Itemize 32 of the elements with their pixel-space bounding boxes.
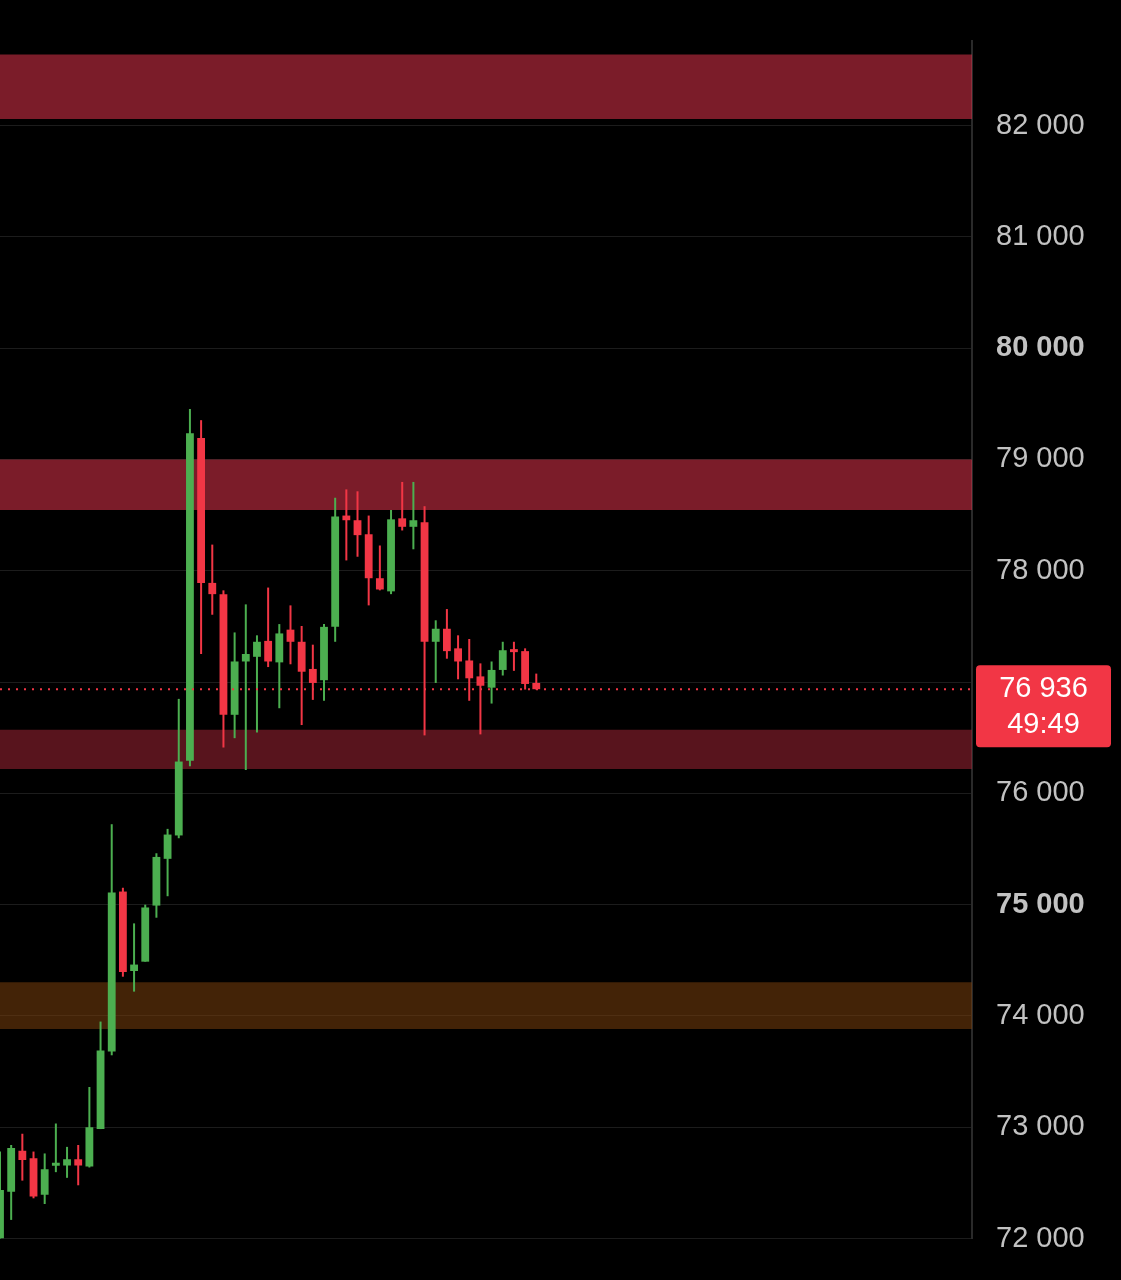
candlestick <box>63 1145 71 1179</box>
y-tick-label: 73 000 <box>996 1109 1085 1142</box>
y-tick-label: 82 000 <box>996 107 1085 140</box>
candlestick <box>442 608 451 660</box>
candlestick <box>241 603 250 772</box>
y-tick-label: 72 000 <box>996 1220 1085 1253</box>
candlestick <box>18 1132 27 1182</box>
ref-line-label: 76 936 <box>999 671 1088 704</box>
y-tick-label: 75 000 <box>996 886 1085 919</box>
candlestick <box>130 922 138 993</box>
candlestick <box>454 634 462 681</box>
candlestick <box>74 1143 83 1187</box>
y-tick-label: 79 000 <box>996 441 1085 474</box>
candlestick <box>253 634 261 734</box>
candlestick <box>510 640 518 672</box>
candlestick <box>208 543 217 616</box>
text: 49:49 <box>1007 707 1080 740</box>
candlestick <box>498 640 507 677</box>
candlestick <box>409 480 418 551</box>
candlestick <box>398 480 407 532</box>
y-tick-label: 74 000 <box>996 997 1085 1030</box>
y-tick-label: 81 000 <box>996 218 1085 251</box>
y-tick-label: 80 000 <box>996 330 1085 363</box>
candlestick <box>465 638 474 702</box>
y-tick-label: 78 000 <box>996 552 1085 585</box>
candlestick <box>264 586 273 669</box>
candlestick <box>375 544 384 592</box>
candlestick <box>431 619 440 684</box>
candlestick <box>487 660 496 705</box>
candlestick <box>353 490 362 558</box>
candlestick <box>51 1122 60 1174</box>
y-tick-label: 76 000 <box>996 775 1085 808</box>
